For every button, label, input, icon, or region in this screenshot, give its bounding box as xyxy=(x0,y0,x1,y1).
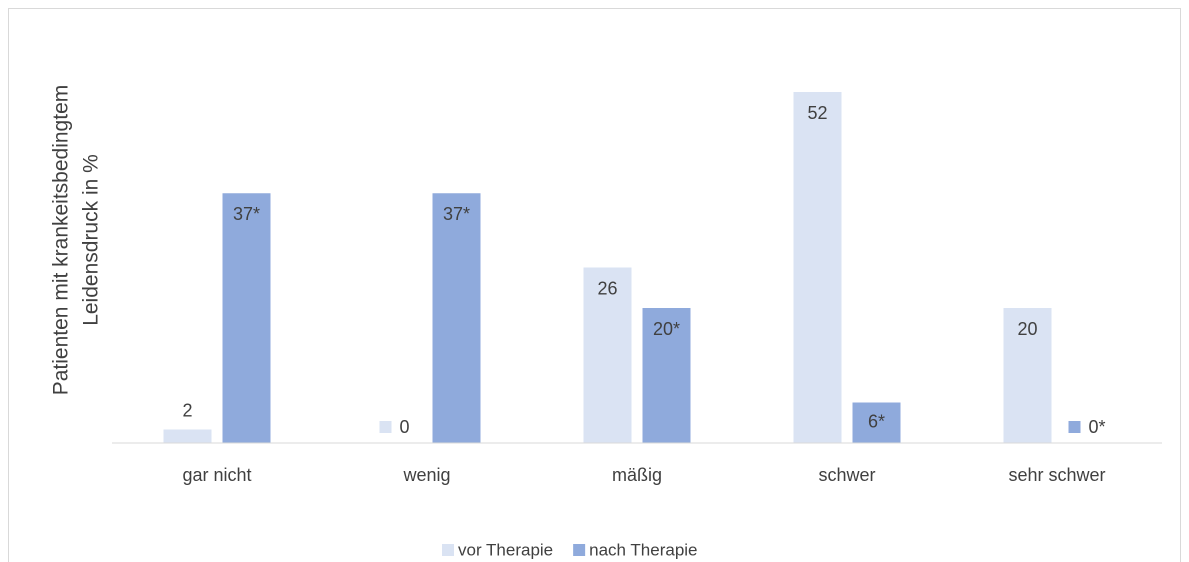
data-label: 20* xyxy=(653,319,680,339)
x-tick-label: wenig xyxy=(402,465,450,485)
x-tick-label: schwer xyxy=(818,465,875,485)
data-label: 52 xyxy=(807,103,827,123)
bar xyxy=(583,267,632,443)
data-label: 0* xyxy=(1089,417,1106,437)
data-label: 37* xyxy=(443,204,470,224)
data-label: 26 xyxy=(597,278,617,298)
data-label: 20 xyxy=(1017,319,1037,339)
x-tick-label: sehr schwer xyxy=(1008,465,1105,485)
bar xyxy=(793,92,842,443)
y-axis-title: Leidensdruck in % xyxy=(80,154,103,326)
bar xyxy=(163,429,212,443)
legend-label: nach Therapie xyxy=(589,540,697,559)
bar xyxy=(642,308,691,443)
legend-label: vor Therapie xyxy=(458,540,553,559)
data-label: 0 xyxy=(400,417,410,437)
data-label: 6* xyxy=(868,412,885,432)
data-label: 37* xyxy=(233,204,260,224)
bar xyxy=(1003,308,1052,443)
label-key xyxy=(379,421,392,433)
bar xyxy=(852,402,901,443)
bar xyxy=(222,193,271,443)
data-label: 2 xyxy=(182,400,192,420)
legend-swatch xyxy=(573,544,586,556)
label-key xyxy=(1068,421,1081,433)
legend-swatch xyxy=(442,544,454,556)
bar xyxy=(432,193,481,443)
x-tick-label: mäßig xyxy=(612,465,662,485)
y-axis-title: Patienten mit krankeitsbedingtem xyxy=(50,85,73,396)
x-tick-label: gar nicht xyxy=(182,465,251,485)
